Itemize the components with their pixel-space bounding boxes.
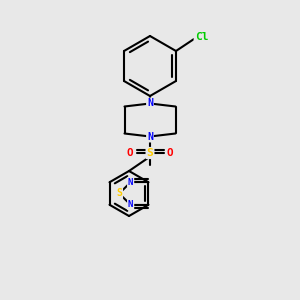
Text: S: S bbox=[147, 148, 153, 158]
Text: Cl: Cl bbox=[195, 32, 208, 43]
Text: S: S bbox=[116, 188, 122, 199]
Text: N: N bbox=[147, 131, 153, 142]
Text: O: O bbox=[127, 148, 133, 158]
Text: N: N bbox=[128, 200, 133, 209]
Text: O: O bbox=[167, 148, 173, 158]
Text: N: N bbox=[147, 98, 153, 109]
Text: N: N bbox=[128, 178, 133, 187]
